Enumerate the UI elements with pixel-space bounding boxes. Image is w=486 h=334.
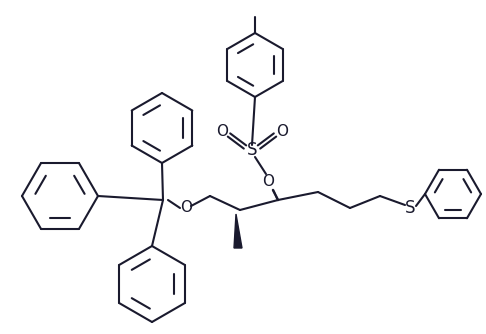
Polygon shape — [234, 214, 242, 248]
Text: O: O — [262, 174, 274, 189]
Text: O: O — [180, 200, 192, 215]
Text: S: S — [405, 199, 415, 217]
Text: O: O — [276, 125, 288, 140]
Text: S: S — [247, 141, 257, 159]
Text: O: O — [216, 125, 228, 140]
